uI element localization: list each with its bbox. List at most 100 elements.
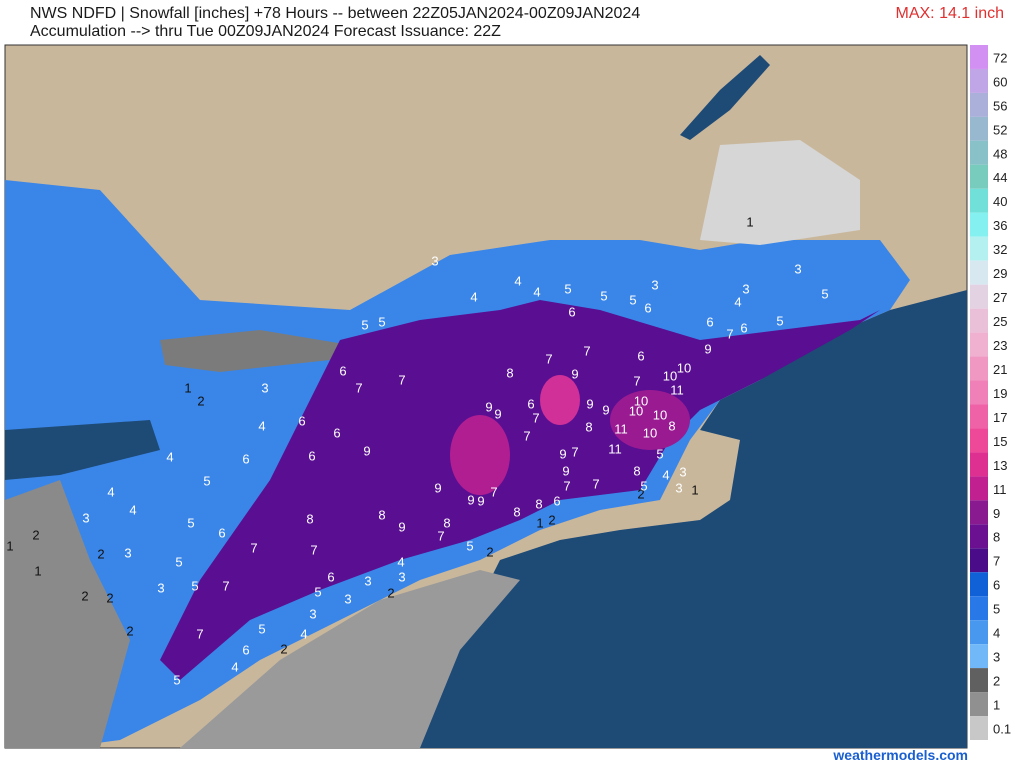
snow-label: 8: [535, 496, 542, 511]
snow-label: 7: [222, 578, 229, 593]
snow-label: 4: [258, 418, 265, 433]
snow-label: 6: [553, 493, 560, 508]
colorbar-swatch: [970, 716, 988, 740]
snow-label: 2: [32, 527, 39, 542]
colorbar-label: 32: [993, 242, 1007, 257]
snow-label: 1: [691, 482, 698, 497]
snow-label: 8: [668, 418, 675, 433]
colorbar-label: 52: [993, 122, 1007, 137]
snow-label: 10: [653, 407, 667, 422]
snow-label: 8: [378, 507, 385, 522]
snow-label: 5: [776, 313, 783, 328]
snow-label: 9: [494, 406, 501, 421]
colorbar-swatch: [970, 500, 988, 525]
colorbar-swatch: [970, 572, 988, 597]
colorbar-label: 6: [993, 578, 1000, 593]
snow-label: 4: [129, 502, 136, 517]
snow-label: 5: [314, 584, 321, 599]
snow-label: 11: [608, 441, 622, 456]
colorbar: 7260565248444036322927252321191715131198…: [970, 45, 1011, 740]
snow-label: 3: [675, 480, 682, 495]
snow-label: 7: [196, 626, 203, 641]
colorbar-swatch: [970, 236, 988, 261]
snow-label: 5: [203, 473, 210, 488]
colorbar-swatch: [970, 596, 988, 621]
snow-label: 5: [187, 515, 194, 530]
colorbar-label: 13: [993, 458, 1007, 473]
snow-label: 4: [231, 659, 238, 674]
snow-label: 1: [536, 515, 543, 530]
colorbar-label: 48: [993, 146, 1007, 161]
colorbar-swatch: [970, 45, 988, 69]
snow-label: 8: [585, 419, 592, 434]
colorbar-swatch: [970, 140, 988, 165]
snow-label: 3: [431, 253, 438, 268]
snow-label: 2: [81, 588, 88, 603]
snow-label: 2: [637, 486, 644, 501]
snow-trace: [5, 480, 130, 748]
title-line: NWS NDFD | Snowfall [inches] +78 Hours -…: [30, 5, 640, 22]
colorbar-swatch: [970, 68, 988, 93]
snow-label: 8: [306, 511, 313, 526]
snow-label: 3: [398, 569, 405, 584]
colorbar-swatch: [970, 524, 988, 549]
snow-label: 5: [378, 314, 385, 329]
snow-label: 3: [344, 591, 351, 606]
colorbar-label: 7: [993, 554, 1000, 569]
snow-label: 5: [175, 554, 182, 569]
snow-label: 7: [523, 428, 530, 443]
snow-label: 5: [191, 578, 198, 593]
ocean: [400, 290, 967, 748]
snow-label: 7: [250, 540, 257, 555]
colorbar-label: 36: [993, 218, 1007, 233]
snow-label: 7: [310, 542, 317, 557]
snow-label: 6: [706, 314, 713, 329]
snow-label: 10: [643, 425, 657, 440]
colorbar-label: 15: [993, 434, 1007, 449]
snow-label: 9: [559, 446, 566, 461]
colorbar-label: 56: [993, 98, 1007, 113]
subtitle-line: Accumulation --> thru Tue 00Z09JAN2024 F…: [30, 23, 501, 40]
snow-label: 6: [644, 300, 651, 315]
snow-label: 7: [490, 484, 497, 499]
snow-label: 3: [261, 380, 268, 395]
snow-label: 4: [533, 284, 540, 299]
snow-label: 7: [592, 476, 599, 491]
snow-label: 9: [704, 341, 711, 356]
snow-label: 6: [242, 451, 249, 466]
snow-label: 11: [614, 421, 628, 436]
snow-heavy: [160, 300, 880, 680]
snow-label: 7: [355, 380, 362, 395]
lake-erie: [5, 420, 160, 480]
colorbar-swatch: [970, 644, 988, 669]
colorbar-swatch: [970, 116, 988, 141]
snow-label: 5: [600, 288, 607, 303]
snow-label: 5: [821, 286, 828, 301]
colorbar-label: 72: [993, 50, 1007, 65]
colorbar-label: 27: [993, 290, 1007, 305]
snow-label: 9: [485, 399, 492, 414]
snow-label: 3: [651, 277, 658, 292]
snow-trace: [700, 140, 860, 245]
snow-label: 4: [300, 626, 307, 641]
colorbar-label: 44: [993, 170, 1007, 185]
snow-label: 1: [746, 214, 753, 229]
snow-label: 6: [308, 448, 315, 463]
snow-core: [450, 415, 510, 495]
snow-label: 5: [466, 538, 473, 553]
snow-label: 8: [506, 365, 513, 380]
colorbar-swatch: [970, 92, 988, 117]
snow-label: 6: [568, 304, 575, 319]
snow-label: 9: [562, 463, 569, 478]
snow-label: 3: [794, 261, 801, 276]
colorbar-label: 60: [993, 74, 1007, 89]
snow-label: 3: [742, 281, 749, 296]
snow-label: 9: [586, 396, 593, 411]
snow-label: 10: [663, 368, 677, 383]
snow-label: 9: [434, 480, 441, 495]
snow-label: 9: [398, 519, 405, 534]
snow-label: 4: [397, 554, 404, 569]
snow-label: 8: [513, 504, 520, 519]
colorbar-label: 4: [993, 626, 1000, 641]
snow-label: 2: [106, 590, 113, 605]
